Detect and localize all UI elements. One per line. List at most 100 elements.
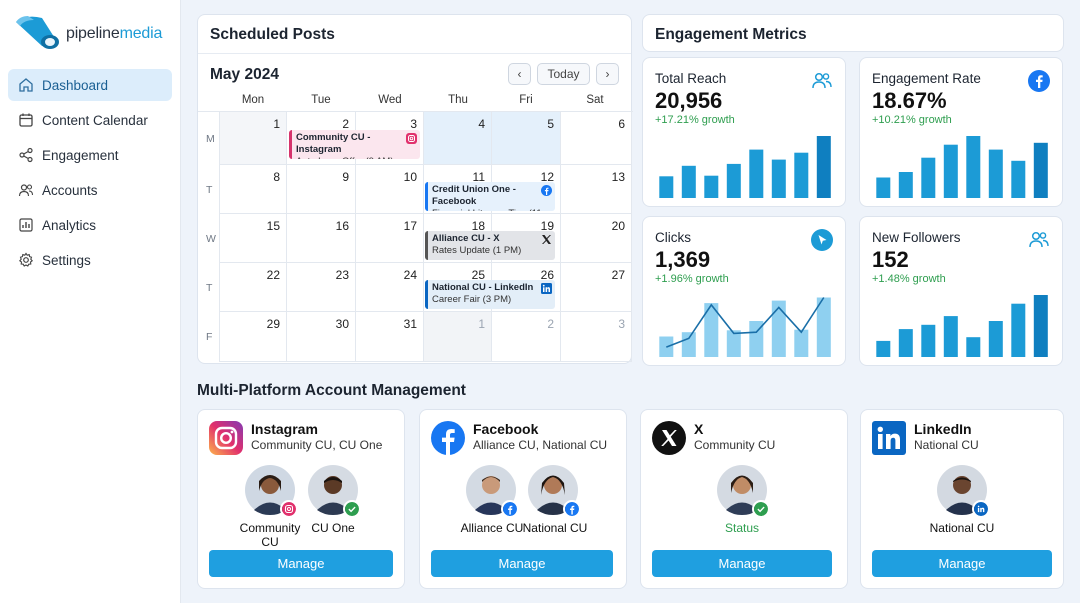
calendar-day-cell[interactable]: 22 (219, 263, 287, 312)
calendar-day-cell[interactable]: 19 (492, 214, 561, 263)
calendar-day-cell[interactable]: 15 (219, 214, 287, 263)
brand-part1: pipeline (66, 25, 120, 42)
brand-part2: media (119, 25, 163, 42)
calendar-day-cell[interactable]: 1 (424, 312, 492, 362)
manage-instagram-button[interactable]: Manage (209, 550, 393, 577)
calendar-day-cell[interactable]: 3 (561, 312, 632, 362)
linkedin-icon (541, 283, 552, 294)
account-card-facebook: Facebook Alliance CU, National CU Allian… (419, 409, 627, 589)
account-management-title: Multi-Platform Account Management (197, 382, 466, 399)
weekday-header: Tue (311, 94, 331, 106)
metric-total-reach[interactable]: Total Reach 20,956 +17.21% growth (642, 57, 846, 207)
calendar-day-cell[interactable]: 1 (219, 112, 287, 165)
week-label: T (206, 281, 213, 294)
manage-linkedin-button[interactable]: Manage (872, 550, 1052, 577)
weekday-header: Thu (448, 94, 468, 106)
avatar[interactable] (308, 465, 361, 518)
sidebar-item-dashboard[interactable]: Dashboard (8, 69, 172, 101)
metric-bar (943, 144, 958, 198)
engagement-metrics-title: Engagement Metrics (655, 26, 807, 43)
clicks-bar-chart (659, 297, 831, 357)
users-icon (18, 184, 34, 197)
calendar-day-cell[interactable]: 31 (356, 312, 424, 362)
platform-name: X (694, 421, 704, 437)
calendar-day-cell[interactable]: 27 (561, 263, 632, 312)
account-card-x: X Community CU Status Manage (640, 409, 848, 589)
sidebar-item-analytics[interactable]: Analytics (8, 209, 172, 241)
weekday-header: Wed (378, 94, 402, 106)
metric-label: Engagement Rate (872, 71, 981, 86)
metric-engagement-rate[interactable]: Engagement Rate 18.67% +10.21% growth (859, 57, 1063, 207)
calendar-day-cell[interactable]: 5 (492, 112, 561, 165)
scheduled-post-linkedin[interactable]: National CU - LinkedIn Career Fair (3 PM) (425, 280, 555, 309)
platform-accounts: National CU (914, 438, 979, 452)
sidebar-item-accounts[interactable]: Accounts (8, 174, 172, 206)
weekday-header: Sat (586, 94, 604, 106)
manage-facebook-button[interactable]: Manage (431, 550, 613, 577)
day-number: 25 (471, 268, 485, 282)
calendar-day-cell[interactable]: 17 (356, 214, 424, 263)
calendar-day-cell[interactable]: 26 (492, 263, 561, 312)
avatar[interactable] (937, 465, 990, 518)
calendar-day-cell[interactable]: 12 (492, 165, 561, 214)
calendar-day-cell[interactable]: 6 (561, 112, 632, 165)
calendar-day-cell[interactable]: 10 (356, 165, 424, 214)
today-button[interactable]: Today (537, 63, 590, 85)
day-number: 30 (335, 317, 349, 331)
avatar[interactable] (466, 465, 519, 518)
avatar[interactable] (717, 465, 770, 518)
calendar-day-cell[interactable]: 20 (561, 214, 632, 263)
avatar[interactable] (528, 465, 581, 518)
metric-bar (704, 303, 719, 357)
next-month-button[interactable]: › (596, 63, 619, 85)
calendar-day-cell[interactable]: 16 (287, 214, 356, 263)
calendar-day-cell[interactable]: 8 (219, 165, 287, 214)
day-number: 2 (547, 317, 554, 331)
calendar-day-cell[interactable]: 4 (424, 112, 492, 165)
manage-x-button[interactable]: Manage (652, 550, 832, 577)
sidebar-item-content-calendar[interactable]: Content Calendar (8, 104, 172, 136)
metric-bar (816, 297, 831, 357)
metric-value: 18.67% (872, 88, 947, 113)
metric-clicks[interactable]: Clicks 1,369 +1.96% growth (642, 216, 846, 366)
linkedin-logo-icon (872, 421, 906, 455)
sidebar-item-settings[interactable]: Settings (8, 244, 172, 276)
avatar[interactable] (245, 465, 298, 518)
metric-bar (726, 163, 741, 198)
avatar-label: National CU (522, 521, 588, 535)
calendar-day-cell[interactable]: 24 (356, 263, 424, 312)
scheduled-post-x[interactable]: Alliance CU - X Rates Update (1 PM) (425, 231, 555, 260)
metric-value: 1,369 (655, 247, 711, 272)
users-icon (1029, 231, 1049, 248)
calendar-day-cell[interactable]: 9 (287, 165, 356, 214)
day-number: 2 (342, 117, 349, 131)
calendar-day-cell[interactable]: 30 (287, 312, 356, 362)
facebook-badge-icon (563, 500, 581, 518)
metric-bar (898, 329, 913, 357)
metric-bar (876, 177, 891, 198)
calendar-day-cell[interactable]: 2 (492, 312, 561, 362)
metric-bar (876, 340, 891, 357)
calendar-day-cell[interactable]: 23 (287, 263, 356, 312)
instagram-logo-icon (209, 421, 243, 455)
metric-value: 152 (872, 247, 909, 272)
brand-logo[interactable]: pipelinemedia (12, 12, 177, 56)
calendar-day-cell[interactable]: 29 (219, 312, 287, 362)
engagement-rate-bar-chart (876, 136, 1048, 198)
week-label: T (206, 183, 213, 196)
avatar-label: National CU (929, 521, 995, 535)
calendar-day-cell[interactable]: 3 (356, 112, 424, 165)
day-number: 1 (273, 117, 280, 131)
post-detail: Rates Update (1 PM) (432, 245, 522, 256)
prev-month-button[interactable]: ‹ (508, 63, 531, 85)
metric-bar (726, 330, 741, 357)
day-number: 12 (540, 170, 554, 184)
sidebar-item-engagement[interactable]: Engagement (8, 139, 172, 171)
day-number: 31 (403, 317, 417, 331)
scheduled-posts-card: Scheduled Posts May 2024 ‹ Today › Mon T… (197, 14, 633, 364)
sidebar-item-label: Dashboard (42, 77, 109, 93)
scheduled-post-instagram[interactable]: Community CU - InstagramAuto Loan Offer … (289, 130, 420, 159)
calendar-day-cell[interactable]: 13 (561, 165, 632, 214)
scheduled-post-facebook[interactable]: Credit Union One - FacebookFinancial Lit… (425, 182, 555, 211)
metric-new-followers[interactable]: New Followers 152 +1.48% growth (859, 216, 1063, 366)
